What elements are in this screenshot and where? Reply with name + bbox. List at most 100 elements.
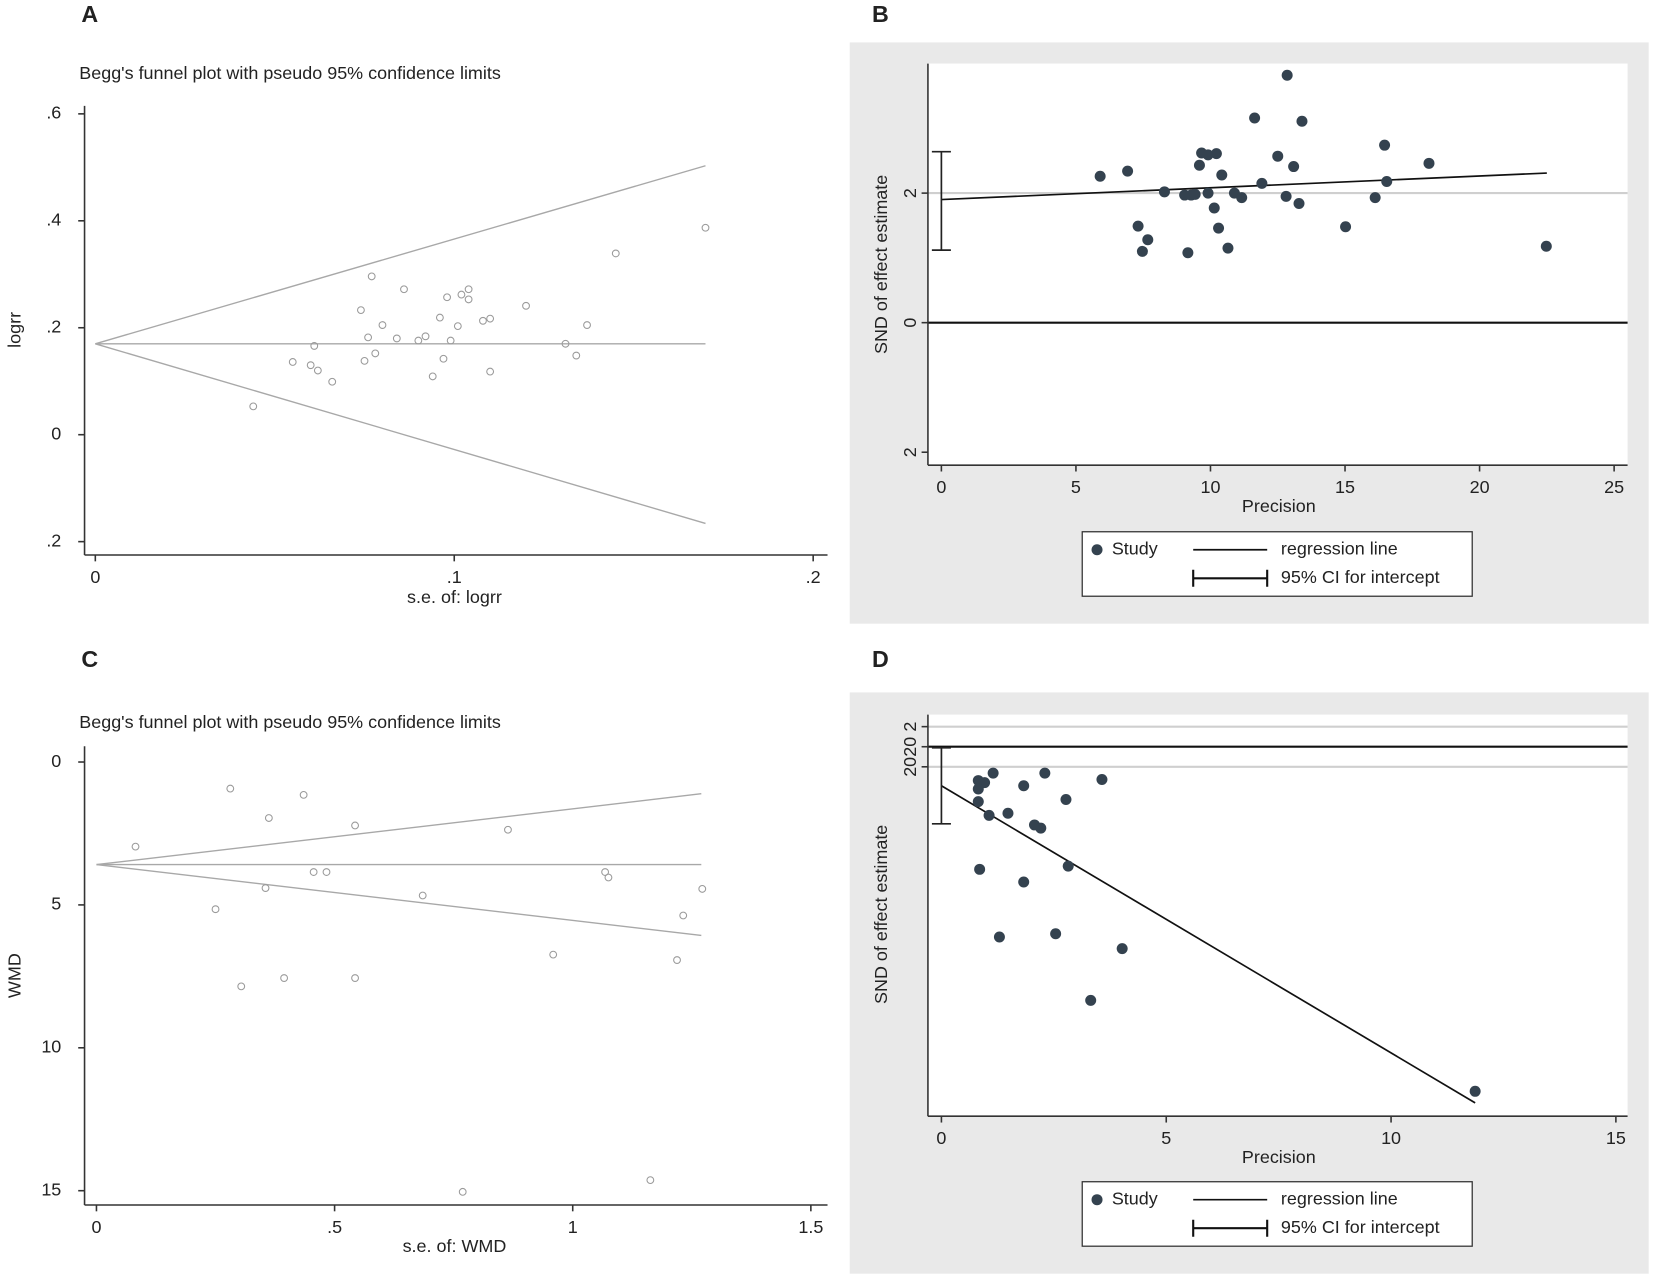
study-point: [1202, 187, 1214, 199]
study-point: [1002, 807, 1014, 819]
y-tick-label: 20: [900, 757, 920, 777]
y-tick-label: 0: [900, 318, 920, 328]
study-point: [1293, 197, 1305, 209]
study-point: [453, 322, 462, 331]
study-point: [360, 356, 369, 365]
x-axis-label: Precision: [1242, 1147, 1316, 1167]
x-tick-label: 25: [1604, 477, 1624, 497]
study-point: [1236, 192, 1248, 204]
study-point: [299, 790, 308, 799]
study-point: [1222, 242, 1234, 254]
plot-area: [927, 63, 1628, 466]
legend-label: Study: [1112, 538, 1158, 558]
x-tick-label: 5: [1161, 1128, 1171, 1148]
study-point: [418, 891, 427, 900]
x-tick-label: .5: [327, 1217, 342, 1237]
study-point: [1288, 161, 1300, 173]
panel-letter: C: [81, 646, 98, 672]
study-point: [1381, 175, 1393, 187]
study-point: [1142, 234, 1154, 246]
study-point: [249, 402, 258, 411]
x-tick-label: .1: [447, 567, 462, 587]
y-tick-label: 2: [900, 188, 920, 198]
y-tick-label: 0: [51, 423, 61, 443]
study-point: [1272, 150, 1284, 162]
plot-area: [927, 714, 1628, 1117]
x-tick-label: 5: [1071, 477, 1081, 497]
x-axis-label: s.e. of: WMD: [403, 1236, 507, 1256]
study-point: [1060, 794, 1072, 806]
y-tick-label: 20: [900, 737, 920, 757]
study-point: [1540, 240, 1552, 252]
study-point: [1369, 192, 1381, 204]
funnel-line: [96, 863, 702, 937]
study-point: [364, 333, 373, 342]
study-point: [983, 809, 995, 821]
study-point: [288, 358, 297, 366]
study-point: [1085, 994, 1097, 1006]
study-point: [1208, 202, 1220, 214]
y-tick-label: .2: [46, 316, 61, 336]
chart-title: Begg's funnel plot with pseudo 95% confi…: [79, 712, 501, 732]
study-point: [1158, 186, 1170, 198]
study-point: [1096, 773, 1108, 785]
study-point: [306, 361, 315, 370]
x-tick-label: 0: [91, 1217, 101, 1237]
y-axis-label: SND of effect estimate: [871, 825, 891, 1004]
legend-label: 95% CI for intercept: [1281, 567, 1440, 587]
study-point: [261, 884, 270, 892]
study-point: [131, 842, 140, 851]
chart-title: Begg's funnel plot with pseudo 95% confi…: [79, 63, 501, 83]
study-point: [646, 1176, 655, 1185]
study-point: [428, 372, 437, 381]
intercept-ci: [931, 746, 951, 825]
legend-marker: [1091, 1194, 1103, 1206]
study-point: [1193, 159, 1205, 171]
panel-letter: A: [81, 1, 98, 27]
study-point: [987, 767, 999, 779]
funnel-line: [96, 793, 702, 866]
legend-marker: [1091, 544, 1103, 556]
study-point: [698, 884, 707, 893]
x-tick-label: 0: [936, 1128, 946, 1148]
y-tick-label: 0: [51, 751, 61, 771]
study-point: [211, 905, 220, 914]
study-point: [1035, 822, 1047, 834]
funnel-line: [95, 165, 706, 345]
y-tick-label: 15: [41, 1179, 61, 1199]
x-axis-label: s.e. of: logrr: [407, 587, 502, 607]
study-point: [561, 339, 570, 348]
x-tick-label: 15: [1335, 477, 1355, 497]
regression-line: [941, 172, 1547, 201]
study-point: [443, 293, 451, 302]
study-point: [237, 982, 246, 991]
legend-label: regression line: [1281, 538, 1398, 558]
study-point: [371, 349, 380, 358]
study-point: [1213, 222, 1225, 234]
study-point: [479, 316, 487, 325]
study-point: [1132, 220, 1144, 232]
study-point: [974, 863, 986, 875]
study-point: [392, 334, 401, 343]
study-point: [1280, 190, 1292, 202]
study-point: [601, 868, 610, 876]
x-tick-label: 10: [1200, 477, 1220, 497]
legend-box: [1081, 531, 1473, 597]
intercept-ci: [931, 150, 951, 251]
study-point: [367, 272, 376, 281]
study-point: [1094, 170, 1106, 182]
study-point: [604, 873, 613, 882]
study-point: [310, 342, 319, 350]
study-point: [1202, 149, 1214, 161]
study-point: [1018, 780, 1030, 792]
legend-ci: [1192, 1219, 1269, 1237]
study-point: [1469, 1085, 1481, 1097]
study-point: [1249, 112, 1261, 124]
study-point: [1182, 247, 1194, 259]
x-tick-label: 0: [936, 477, 946, 497]
study-point: [1122, 165, 1134, 177]
study-point: [1062, 860, 1074, 872]
study-point: [1050, 928, 1062, 940]
study-point: [1136, 245, 1148, 257]
study-point: [583, 321, 591, 329]
